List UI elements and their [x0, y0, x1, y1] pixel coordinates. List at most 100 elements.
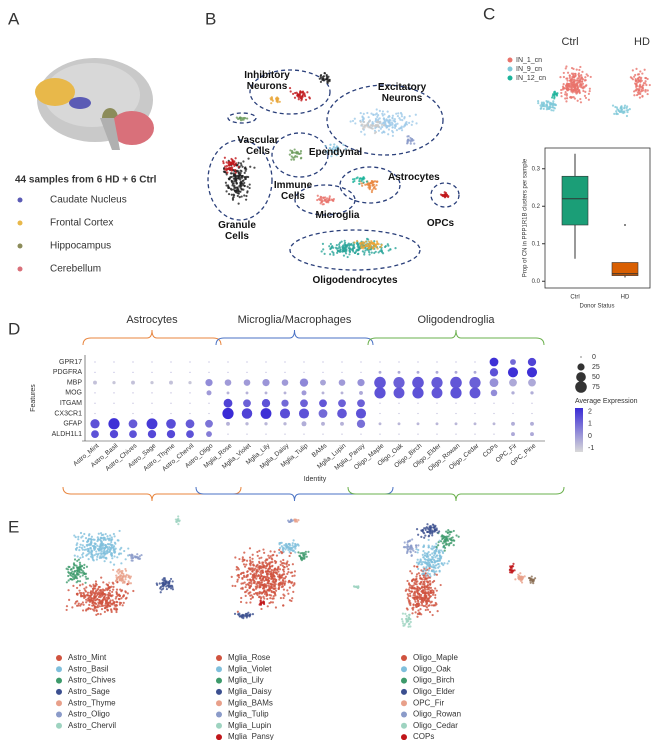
cell [421, 578, 423, 580]
cell [556, 92, 558, 94]
cell [241, 175, 243, 177]
cell [98, 599, 100, 601]
cell [85, 578, 87, 580]
cell [419, 608, 421, 610]
size-legend-dot [576, 372, 586, 382]
cell [509, 571, 511, 573]
cell [253, 582, 255, 584]
cell [378, 251, 380, 253]
cell [249, 591, 251, 593]
cell [365, 244, 367, 246]
cell [79, 580, 81, 582]
cell [429, 611, 431, 613]
cell [423, 544, 425, 546]
expression-dot [303, 434, 304, 435]
expression-dot [281, 400, 288, 407]
cell [401, 119, 403, 121]
expression-dot [113, 361, 114, 362]
cell [76, 569, 78, 571]
cell [228, 165, 230, 167]
color-tick-label: 1 [588, 421, 592, 428]
cell [368, 247, 370, 249]
expression-dot [129, 419, 138, 428]
cell [284, 580, 286, 582]
cell [225, 184, 227, 186]
cell [241, 195, 243, 197]
cell [243, 552, 245, 554]
cell-cloud [289, 148, 303, 160]
cell [122, 573, 124, 575]
cell [353, 242, 355, 244]
legend-dot [56, 689, 62, 695]
size-legend-label: 25 [592, 364, 600, 371]
cell [433, 526, 435, 528]
cell [88, 544, 90, 546]
expression-dot [108, 418, 119, 429]
cell [283, 577, 285, 579]
cell [283, 595, 285, 597]
cell [371, 252, 373, 254]
cell [250, 579, 252, 581]
cell [580, 74, 582, 76]
cell [90, 585, 92, 587]
cell [77, 604, 79, 606]
feature-label: GFAP [63, 421, 82, 428]
cell [366, 181, 368, 183]
cell-type-label: Inhibitory Neurons [232, 70, 302, 92]
cell [339, 247, 341, 249]
cell [82, 583, 84, 585]
cell [127, 580, 129, 582]
cell [584, 76, 586, 78]
expression-dot [227, 361, 228, 362]
cell [649, 84, 651, 86]
cell [582, 78, 584, 80]
cell [242, 160, 244, 162]
cell [429, 530, 431, 532]
cell [238, 576, 240, 578]
cell [417, 544, 419, 546]
cell [406, 580, 408, 582]
cell [235, 157, 237, 159]
expression-dot [337, 409, 347, 419]
cell [573, 96, 575, 98]
cell [74, 558, 76, 560]
cell [123, 550, 125, 552]
cell [87, 540, 89, 542]
cell [348, 249, 350, 251]
cell-type-label: Immune Cells [268, 180, 318, 202]
cell [362, 116, 364, 118]
legend-dot [401, 712, 407, 718]
cell [251, 558, 253, 560]
expression-dot [284, 372, 285, 373]
cell [566, 97, 568, 99]
cell [252, 561, 254, 563]
expression-dot [356, 408, 366, 418]
y-tick-label: 0.3 [532, 166, 541, 172]
cell [97, 613, 99, 615]
cell [347, 256, 349, 258]
cell [164, 577, 166, 579]
expression-dot [189, 361, 190, 362]
cell [431, 529, 433, 531]
cell [87, 550, 89, 552]
cell [376, 108, 378, 110]
cell [442, 194, 444, 196]
expression-dot [508, 367, 518, 377]
panel-letter: E [8, 517, 19, 536]
cell [247, 158, 249, 160]
cell [125, 597, 127, 599]
cell [422, 570, 424, 572]
cell [108, 551, 110, 553]
cell [443, 562, 445, 564]
cell [251, 571, 253, 573]
legend-label: Mglia_Lupin [228, 721, 271, 730]
cell [111, 594, 113, 596]
cell [258, 596, 260, 598]
cell-cloud [321, 238, 397, 258]
cell [578, 72, 580, 74]
expression-dot [322, 361, 323, 362]
legend-label: Astro_Sage [68, 687, 110, 696]
cell [405, 590, 407, 592]
expression-dot [189, 403, 190, 404]
cell [413, 592, 415, 594]
